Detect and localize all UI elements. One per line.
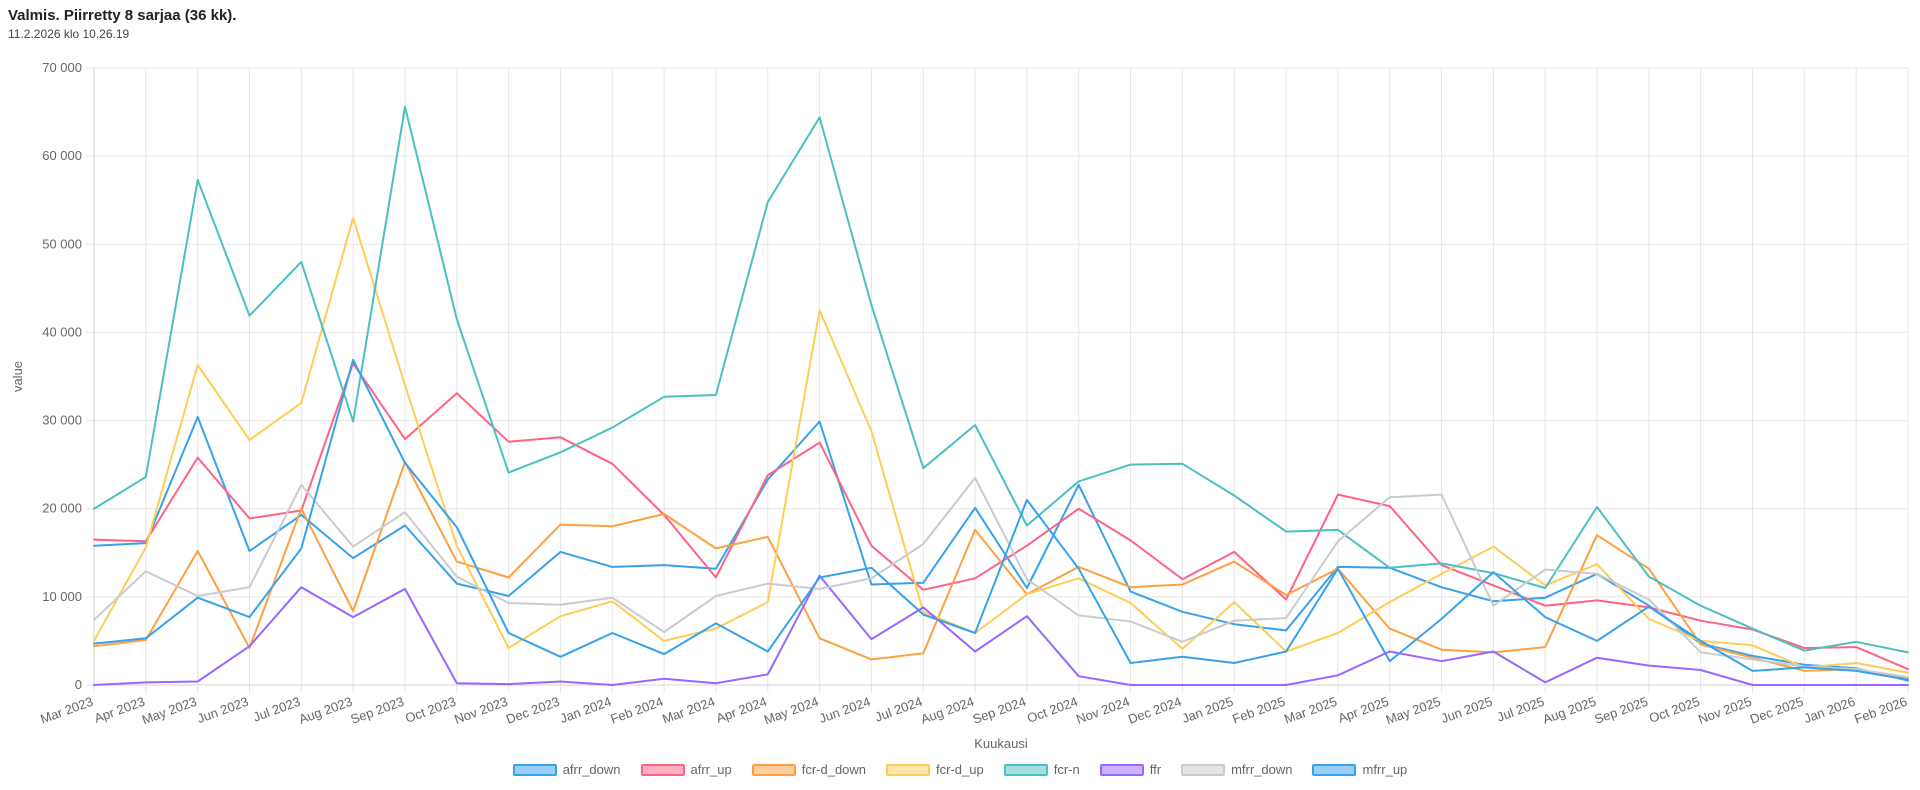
x-tick-label: May 2023: [140, 694, 199, 728]
series-fcr-d_down: [93, 461, 1909, 680]
legend-item-ffr[interactable]: ffr: [1099, 762, 1162, 777]
series-line-mfrr_down: [93, 476, 1909, 679]
chart-legend: afrr_down afrr_up fcr-d_down fcr-d_up fcr-n f…: [0, 762, 1920, 777]
x-tick-label: Aug 2024: [919, 694, 976, 727]
x-tick-label: Oct 2023: [403, 694, 458, 726]
x-tick-label: Oct 2025: [1647, 694, 1702, 726]
x-tick-label: Feb 2025: [1230, 694, 1287, 727]
x-tick-label: May 2024: [762, 694, 821, 728]
legend-swatch: [751, 763, 796, 776]
legend-swatch: [1099, 763, 1144, 776]
legend-item-afrr_up[interactable]: afrr_up: [640, 762, 732, 777]
x-tick-label: Nov 2024: [1074, 694, 1131, 727]
series-line-ffr: [93, 574, 1909, 686]
legend-swatch: [512, 763, 557, 776]
legend-item-afrr_down[interactable]: afrr_down: [512, 762, 621, 777]
x-tick-label: Jun 2025: [1439, 694, 1494, 726]
x-tick-label: Jan 2025: [1180, 694, 1235, 726]
x-tick-label: Mar 2023: [38, 694, 95, 727]
status-message: Valmis. Piirretty 8 sarjaa (36 kk).: [8, 7, 237, 24]
line-chart: 0 10 000 20 000 30 000 40 000 50 000 60 000 70 …: [10, 60, 1909, 751]
legend-label: mfrr_up: [1362, 762, 1408, 777]
legend-item-fcr-n[interactable]: fcr-n: [1003, 762, 1080, 777]
x-tick-label: Dec 2025: [1748, 694, 1805, 727]
x-tick-label: Aug 2025: [1541, 694, 1598, 727]
x-tick-label: Sep 2023: [349, 694, 406, 727]
x-tick-label: Apr 2025: [1336, 694, 1391, 726]
legend-swatch: [1181, 763, 1226, 776]
x-tick-label: Jul 2023: [251, 694, 302, 725]
x-tick-label: Dec 2023: [504, 694, 561, 727]
series-mfrr_down: [93, 476, 1909, 679]
x-tick-label: Jan 2026: [1802, 694, 1857, 726]
x-tick-label: Jul 2024: [873, 694, 924, 725]
legend-label: fcr-d_down: [801, 762, 867, 777]
x-tick-label: Mar 2025: [1282, 694, 1339, 727]
x-tick-label: Feb 2024: [608, 694, 665, 727]
x-tick-label: Jun 2024: [817, 694, 872, 726]
legend-label: afrr_down: [562, 762, 621, 777]
x-axis-title: Kuukausi: [974, 736, 1028, 751]
y-tick-label: 0: [75, 677, 82, 692]
series-afrr_down: [93, 416, 1909, 682]
legend-label: mfrr_down: [1231, 762, 1293, 777]
series-fcr-d_up: [93, 216, 1909, 674]
x-tick-label: Aug 2023: [297, 694, 354, 727]
x-tick-label: Apr 2024: [714, 694, 769, 726]
x-tick-label: Jan 2024: [558, 694, 613, 726]
x-tick-label: Nov 2025: [1696, 694, 1753, 727]
legend-swatch: [1312, 763, 1357, 776]
y-axis-title: value: [10, 361, 25, 392]
status-timestamp: 11.2.2026 klo 10.26.19: [8, 27, 130, 41]
series-line-fcr-d_down: [93, 461, 1909, 680]
x-tick-label: Nov 2023: [452, 694, 509, 727]
y-tick-label: 70 000: [42, 60, 82, 75]
x-tick-label: Jul 2025: [1495, 694, 1546, 725]
legend-swatch: [640, 763, 685, 776]
series-line-fcr-n: [93, 105, 1909, 654]
legend-item-fcr-d_up[interactable]: fcr-d_up: [886, 762, 984, 777]
legend-item-mfrr_up[interactable]: mfrr_up: [1312, 762, 1407, 777]
series-afrr_up: [93, 362, 1909, 671]
y-tick-label: 60 000: [42, 148, 82, 163]
y-tick-label: 40 000: [42, 324, 82, 339]
series-line-afrr_down: [93, 416, 1909, 682]
x-tick-label: Mar 2024: [660, 694, 717, 727]
x-tick-label: Oct 2024: [1025, 694, 1080, 726]
x-tick-label: Apr 2023: [92, 694, 147, 726]
x-tick-label: May 2025: [1384, 694, 1443, 728]
x-tick-label: Jun 2023: [195, 694, 250, 726]
legend-label: ffr: [1149, 762, 1162, 777]
x-tick-label: Sep 2025: [1592, 694, 1649, 727]
x-tick-label: Sep 2024: [970, 694, 1027, 727]
y-axis: 0 10 000 20 000 30 000 40 000 50 000 60 000 70 …: [42, 60, 82, 692]
series-mfrr_up: [93, 358, 1909, 681]
y-tick-label: 20 000: [42, 501, 82, 516]
series-line-fcr-d_up: [93, 216, 1909, 674]
chart-grid: [86, 67, 1909, 693]
legend-label: afrr_up: [690, 762, 732, 777]
legend-swatch: [886, 763, 931, 776]
legend-item-fcr-d_down[interactable]: fcr-d_down: [751, 762, 867, 777]
y-tick-label: 10 000: [42, 589, 82, 604]
series-line-afrr_up: [93, 362, 1909, 671]
x-tick-label: Dec 2024: [1126, 694, 1183, 727]
chart-series: [93, 105, 1909, 686]
status-panel: Valmis. Piirretty 8 sarjaa (36 kk). 11.2…: [8, 6, 236, 42]
legend-swatch: [1003, 763, 1048, 776]
legend-label: fcr-d_up: [936, 762, 984, 777]
series-line-mfrr_up: [93, 358, 1909, 681]
y-tick-label: 50 000: [42, 236, 82, 251]
y-tick-label: 30 000: [42, 413, 82, 428]
series-fcr-n: [93, 105, 1909, 654]
series-ffr: [93, 574, 1909, 686]
x-tick-label: Feb 2026: [1852, 694, 1909, 727]
legend-label: fcr-n: [1053, 762, 1080, 777]
legend-item-mfrr_down[interactable]: mfrr_down: [1181, 762, 1292, 777]
